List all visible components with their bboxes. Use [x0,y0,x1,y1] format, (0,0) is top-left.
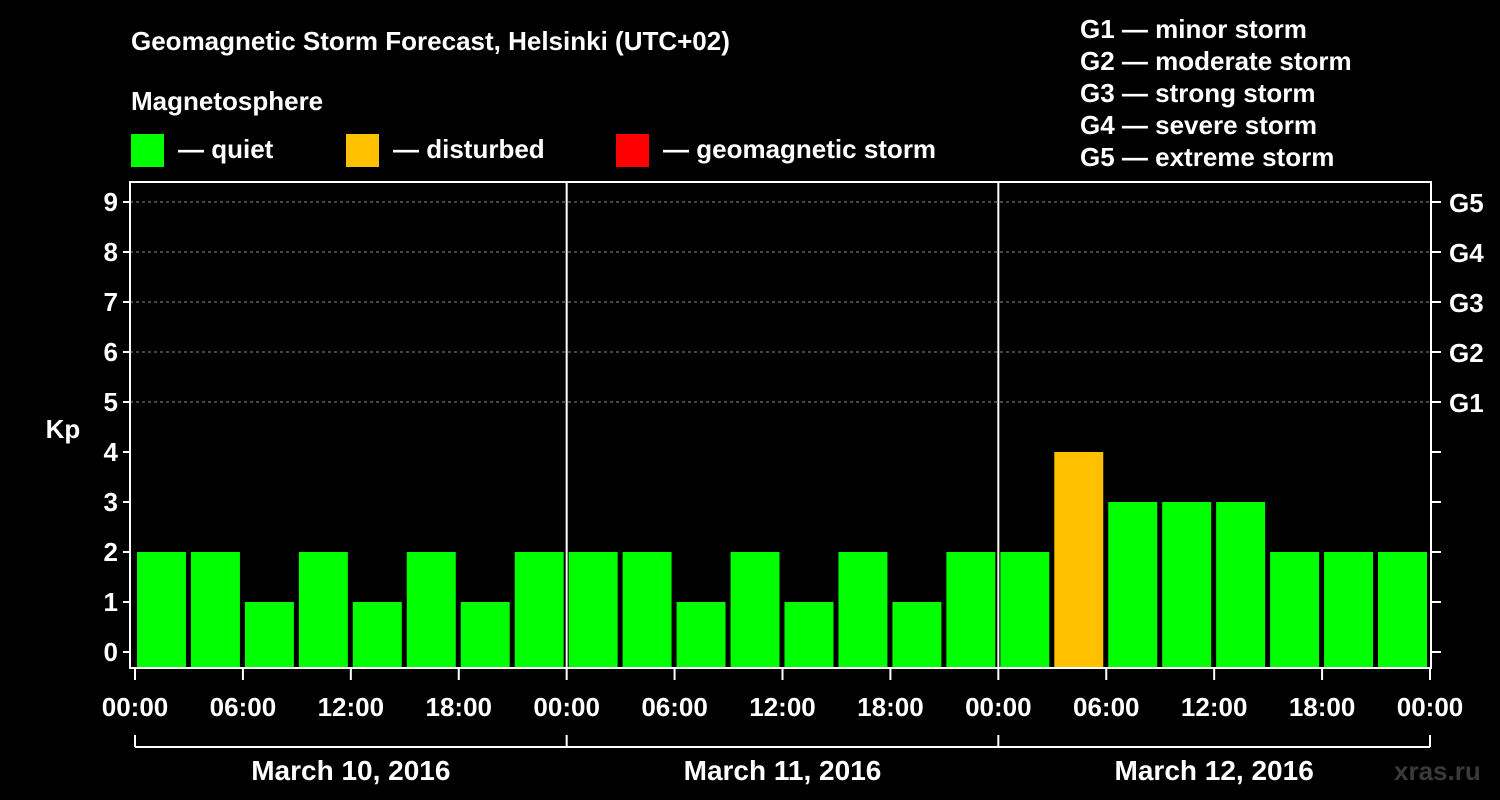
kp-bar [1378,552,1427,668]
kp-bar [1216,502,1266,668]
day-label: March 12, 2016 [1115,755,1314,786]
kp-bar [1162,502,1212,668]
y-axis-label: Kp [46,414,81,444]
plot-frame [129,181,1432,669]
kp-bar [1108,502,1158,668]
x-tick-label: 06:00 [1073,692,1140,722]
x-tick-label: 12:00 [318,692,385,722]
kp-bar [1054,452,1104,668]
storm-scale-g1: G1 — minor storm [1080,14,1307,44]
y-tick-label: 8 [104,237,118,267]
disturbed-swatch [346,134,379,167]
chart-title: Geomagnetic Storm Forecast, Helsinki (UT… [131,26,730,56]
y-tick-label: 0 [104,637,118,667]
storm-scale-g3: G3 — strong storm [1080,78,1316,108]
kp-bar [244,602,294,668]
y-tick-label: 6 [104,337,118,367]
x-tick-label: 12:00 [1181,692,1248,722]
day-label: March 11, 2016 [684,755,882,786]
x-tick-label: 18:00 [426,692,493,722]
x-tick-label: 00:00 [1397,692,1464,722]
storm-scale-g5: G5 — extreme storm [1080,142,1335,172]
y-tick-label: 5 [104,387,118,417]
legend-storm-label: — geomagnetic storm [663,134,937,164]
kp-bar [137,552,186,668]
x-tick-label: 00:00 [102,692,169,722]
storm-level-label: G2 [1449,338,1484,368]
storm-scale-g4: G4 — severe storm [1080,110,1318,140]
kp-bar [352,602,402,668]
y-tick-label: 2 [104,537,118,567]
kp-bar [568,552,618,668]
storm-level-label: G3 [1449,288,1484,318]
kp-bar [730,552,780,668]
storm-level-label: G1 [1449,388,1484,418]
kp-bar [622,552,672,668]
kp-bar [406,552,456,668]
x-tick-label: 06:00 [210,692,277,722]
kp-bar [190,552,240,668]
storm-level-label: G5 [1449,188,1484,218]
kp-bar [946,552,996,668]
x-tick-label: 18:00 [1289,692,1356,722]
kp-bar [838,552,888,668]
y-tick-label: 4 [104,437,119,467]
y-tick-label: 3 [104,487,118,517]
kp-bar [460,602,510,668]
kp-bar [784,602,834,668]
y-tick-label: 9 [104,187,118,217]
storm-swatch [616,134,649,167]
x-tick-label: 00:00 [533,692,600,722]
storm-scale-g2: G2 — moderate storm [1080,46,1352,76]
kp-bar [1324,552,1374,668]
x-tick-label: 12:00 [749,692,816,722]
magnetosphere-label: Magnetosphere [131,86,324,116]
y-tick-label: 1 [104,587,118,617]
x-tick-label: 00:00 [965,692,1032,722]
legend-quiet-label: — quiet [178,134,274,164]
kp-bar [1000,552,1050,668]
kp-bar [514,552,564,668]
kp-bar [892,602,942,668]
kp-bar [1270,552,1320,668]
watermark: xras.ru [1394,756,1481,786]
kp-bar [676,602,726,668]
quiet-swatch [131,134,164,167]
y-tick-label: 7 [104,287,118,317]
storm-level-label: G4 [1449,238,1484,268]
legend-disturbed-label: — disturbed [393,134,545,164]
x-tick-label: 18:00 [857,692,924,722]
day-label: March 10, 2016 [251,755,450,786]
x-tick-label: 06:00 [641,692,708,722]
kp-bar [298,552,348,668]
